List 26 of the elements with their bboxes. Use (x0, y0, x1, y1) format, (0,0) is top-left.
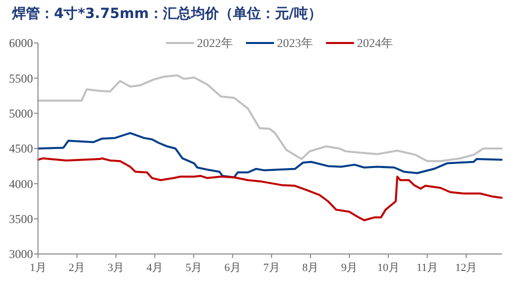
legend-label: 2023年 (277, 36, 313, 50)
x-tick-label: 6月 (224, 262, 241, 274)
y-tick-label: 4500 (9, 142, 33, 156)
line-series (37, 132, 503, 178)
y-tick-label: 4000 (9, 176, 33, 191)
x-tick-label: 7月 (263, 262, 280, 274)
line-series (37, 74, 503, 162)
y-tick-label: 3000 (9, 247, 33, 262)
x-tick-label: 5月 (185, 262, 202, 274)
x-tick-label: 10月 (377, 262, 400, 274)
y-tick-label: 6000 (9, 36, 33, 50)
x-tick-label: 9月 (341, 262, 358, 274)
y-tick-label: 5500 (9, 71, 33, 86)
y-tick-label: 3500 (9, 212, 33, 226)
line-series (37, 157, 503, 222)
x-tick-label: 11月 (416, 262, 438, 274)
x-tick-label: 12月 (455, 262, 478, 274)
x-tick-label: 8月 (302, 262, 319, 274)
legend-label: 2024年 (357, 36, 393, 50)
x-tick-label: 1月 (30, 262, 46, 274)
y-tick-label: 5000 (9, 106, 33, 121)
chart-title: 焊管：4寸*3.75mm：汇总均价（单位：元/吨） (11, 6, 322, 22)
legend-label: 2022年 (197, 36, 233, 50)
x-tick-label: 2月 (68, 262, 86, 274)
x-tick-label: 3月 (108, 262, 124, 274)
x-tick-label: 4月 (146, 262, 164, 274)
